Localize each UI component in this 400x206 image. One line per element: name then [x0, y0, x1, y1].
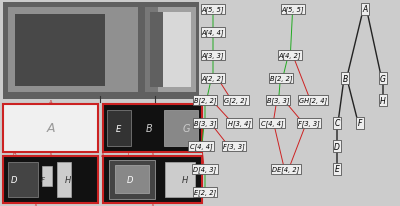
- Text: A[4, 4]: A[4, 4]: [202, 29, 224, 36]
- Text: B: B: [146, 123, 153, 133]
- Bar: [57, 162, 71, 197]
- Text: A[5, 5]: A[5, 5]: [202, 7, 224, 13]
- Text: A: A: [362, 6, 368, 14]
- Bar: [158, 8, 196, 92]
- Text: B[2, 2]: B[2, 2]: [194, 97, 216, 104]
- Text: C[4, 4]: C[4, 4]: [261, 120, 283, 127]
- Text: F[3, 3]: F[3, 3]: [298, 120, 320, 127]
- Text: D: D: [334, 142, 340, 151]
- Bar: [145, 8, 183, 92]
- Bar: [3, 156, 98, 203]
- Bar: [163, 13, 191, 88]
- Text: C[4, 4]: C[4, 4]: [190, 143, 212, 150]
- Bar: [8, 8, 138, 92]
- Bar: [165, 162, 195, 197]
- Text: D: D: [126, 175, 133, 184]
- Text: E[2, 2]: E[2, 2]: [194, 189, 216, 195]
- Text: A[3, 3]: A[3, 3]: [202, 52, 224, 59]
- Bar: [42, 166, 52, 186]
- Text: B[2, 2]: B[2, 2]: [270, 75, 292, 82]
- Text: G[2, 2]: G[2, 2]: [224, 97, 248, 104]
- Bar: [164, 110, 198, 146]
- Text: A: A: [151, 152, 154, 157]
- Text: F: F: [358, 119, 362, 128]
- Text: G: G: [182, 123, 190, 133]
- Bar: [107, 110, 131, 146]
- Text: A[2, 2]: A[2, 2]: [202, 75, 224, 82]
- Text: A: A: [34, 203, 38, 206]
- Bar: [15, 15, 105, 87]
- Text: H[3, 4]: H[3, 4]: [228, 120, 250, 127]
- Text: A: A: [101, 152, 105, 157]
- Text: F: F: [41, 177, 45, 183]
- Bar: [150, 13, 178, 88]
- Text: B: B: [342, 74, 348, 83]
- Text: E: E: [116, 124, 122, 133]
- Bar: [109, 160, 155, 199]
- Text: A: A: [46, 122, 55, 135]
- Text: F[3, 3]: F[3, 3]: [223, 143, 245, 150]
- Text: B: B: [12, 151, 16, 156]
- Text: E: E: [334, 165, 340, 174]
- Text: A: A: [151, 203, 154, 206]
- Bar: [3, 3, 199, 99]
- Text: H: H: [380, 96, 386, 105]
- Text: A: A: [49, 100, 52, 105]
- Text: C: C: [128, 151, 132, 156]
- Bar: [103, 156, 202, 203]
- Text: G: G: [380, 74, 386, 83]
- Text: A[5, 5]: A[5, 5]: [282, 7, 304, 13]
- Bar: [3, 104, 98, 152]
- Text: B[3, 3]: B[3, 3]: [267, 97, 289, 104]
- Bar: [8, 162, 38, 197]
- Text: H: H: [182, 175, 188, 184]
- Text: H: H: [64, 175, 71, 184]
- Text: D: D: [11, 175, 18, 184]
- Text: C: C: [334, 119, 340, 128]
- Text: DE[4, 2]: DE[4, 2]: [272, 166, 300, 173]
- Bar: [115, 165, 149, 193]
- Text: GH[2, 4]: GH[2, 4]: [299, 97, 327, 104]
- Text: A[4, 2]: A[4, 2]: [279, 52, 301, 59]
- Text: B[3, 3]: B[3, 3]: [194, 120, 216, 127]
- Text: A: A: [49, 152, 52, 157]
- Bar: [103, 104, 202, 152]
- Text: D[4, 3]: D[4, 3]: [194, 166, 216, 173]
